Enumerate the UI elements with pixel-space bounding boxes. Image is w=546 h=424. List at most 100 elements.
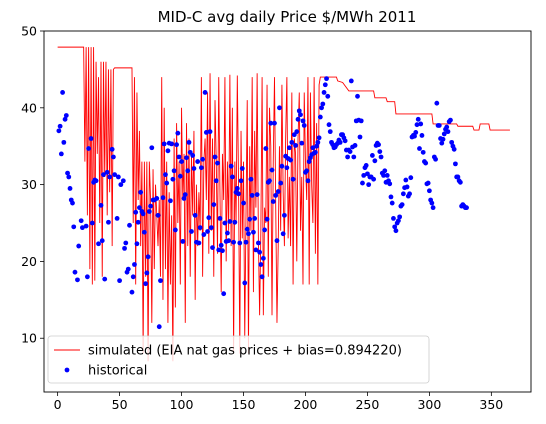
historical-point <box>257 249 263 255</box>
historical-point <box>273 192 279 198</box>
historical-point <box>267 178 272 184</box>
historical-point <box>208 225 214 231</box>
historical-point <box>244 226 250 232</box>
historical-point <box>254 192 260 198</box>
historical-point <box>138 189 144 195</box>
historical-point <box>96 241 101 247</box>
historical-point <box>189 229 194 234</box>
historical-point <box>337 139 343 145</box>
historical-point <box>226 238 232 244</box>
plot-frame <box>43 30 532 393</box>
historical-point <box>149 145 155 151</box>
historical-point <box>201 232 207 237</box>
historical-point <box>320 101 326 107</box>
historical-point <box>400 191 406 197</box>
historical-point <box>117 278 122 284</box>
historical-point <box>168 198 173 204</box>
historical-point <box>109 146 115 152</box>
historical-point <box>143 281 149 287</box>
historical-point <box>104 169 110 175</box>
historical-point <box>75 277 80 283</box>
historical-point <box>423 160 429 166</box>
historical-point <box>99 238 105 244</box>
historical-point <box>363 163 369 168</box>
historical-point <box>232 219 238 225</box>
historical-point <box>170 176 176 182</box>
historical-point <box>148 203 153 209</box>
historical-point <box>211 202 217 207</box>
historical-point <box>440 136 446 142</box>
historical-point <box>242 280 248 286</box>
historical-point <box>182 192 188 198</box>
historical-point <box>295 116 301 122</box>
historical-point <box>248 176 254 182</box>
historical-point <box>185 168 191 174</box>
historical-point <box>160 195 166 201</box>
historical-point <box>445 129 451 135</box>
historical-point <box>464 205 469 211</box>
historical-point <box>414 122 420 128</box>
historical-point <box>316 135 322 141</box>
historical-point <box>290 176 296 182</box>
historical-point <box>348 78 354 84</box>
historical-point <box>258 262 264 267</box>
historical-point <box>86 146 92 151</box>
historical-point <box>327 129 333 135</box>
historical-point <box>358 118 364 124</box>
historical-point <box>197 225 203 231</box>
historical-point <box>345 154 350 160</box>
tick-layer: 0 50 100 150 200 250 300 350 10 20 30 40 50 <box>21 24 503 413</box>
historical-point <box>269 167 275 173</box>
historical-point <box>352 143 358 148</box>
historical-point <box>216 247 222 253</box>
historical-point <box>321 90 327 95</box>
historical-point <box>177 173 183 179</box>
historical-point <box>202 90 208 95</box>
historical-point <box>180 239 186 244</box>
historical-point <box>326 122 332 128</box>
historical-point <box>396 218 401 224</box>
historical-point <box>404 184 410 190</box>
historical-point <box>407 191 412 197</box>
historical-point <box>62 116 68 122</box>
historical-point <box>378 154 384 160</box>
historical-point <box>56 128 62 134</box>
historical-point <box>278 180 284 186</box>
historical-point <box>130 274 136 280</box>
historical-point <box>389 200 395 206</box>
historical-point <box>129 289 135 295</box>
historical-point <box>324 76 329 82</box>
historical-point <box>58 151 64 157</box>
legend-label-simulated: simulated (EIA nat gas prices + bias=0.8… <box>88 344 402 359</box>
historical-point <box>274 238 280 244</box>
historical-point <box>61 139 67 145</box>
legend: simulated (EIA nat gas prices + bias=0.8… <box>47 335 430 384</box>
historical-point <box>169 141 175 147</box>
historical-point <box>249 192 255 198</box>
historical-point <box>76 243 82 249</box>
historical-point <box>163 172 168 178</box>
historical-point <box>434 100 440 106</box>
historical-point <box>263 146 269 151</box>
historical-point <box>196 240 202 246</box>
historical-point <box>444 124 450 130</box>
historical-point <box>260 255 266 261</box>
historical-point <box>80 225 85 231</box>
historical-point <box>351 154 357 160</box>
historical-point <box>179 159 184 164</box>
historical-point <box>213 178 219 184</box>
historical-point <box>457 179 463 185</box>
historical-point <box>296 108 302 114</box>
historical-point <box>293 143 298 148</box>
historical-point <box>420 149 426 155</box>
y-tick-label: 30 <box>21 177 37 192</box>
historical-point <box>102 276 108 282</box>
historical-point <box>175 130 181 136</box>
historical-point <box>106 219 111 225</box>
historical-point <box>231 239 237 245</box>
historical-point <box>210 245 215 251</box>
historical-point <box>122 245 127 251</box>
historical-point <box>319 105 324 111</box>
historical-point <box>415 116 421 122</box>
historical-point <box>107 174 113 180</box>
